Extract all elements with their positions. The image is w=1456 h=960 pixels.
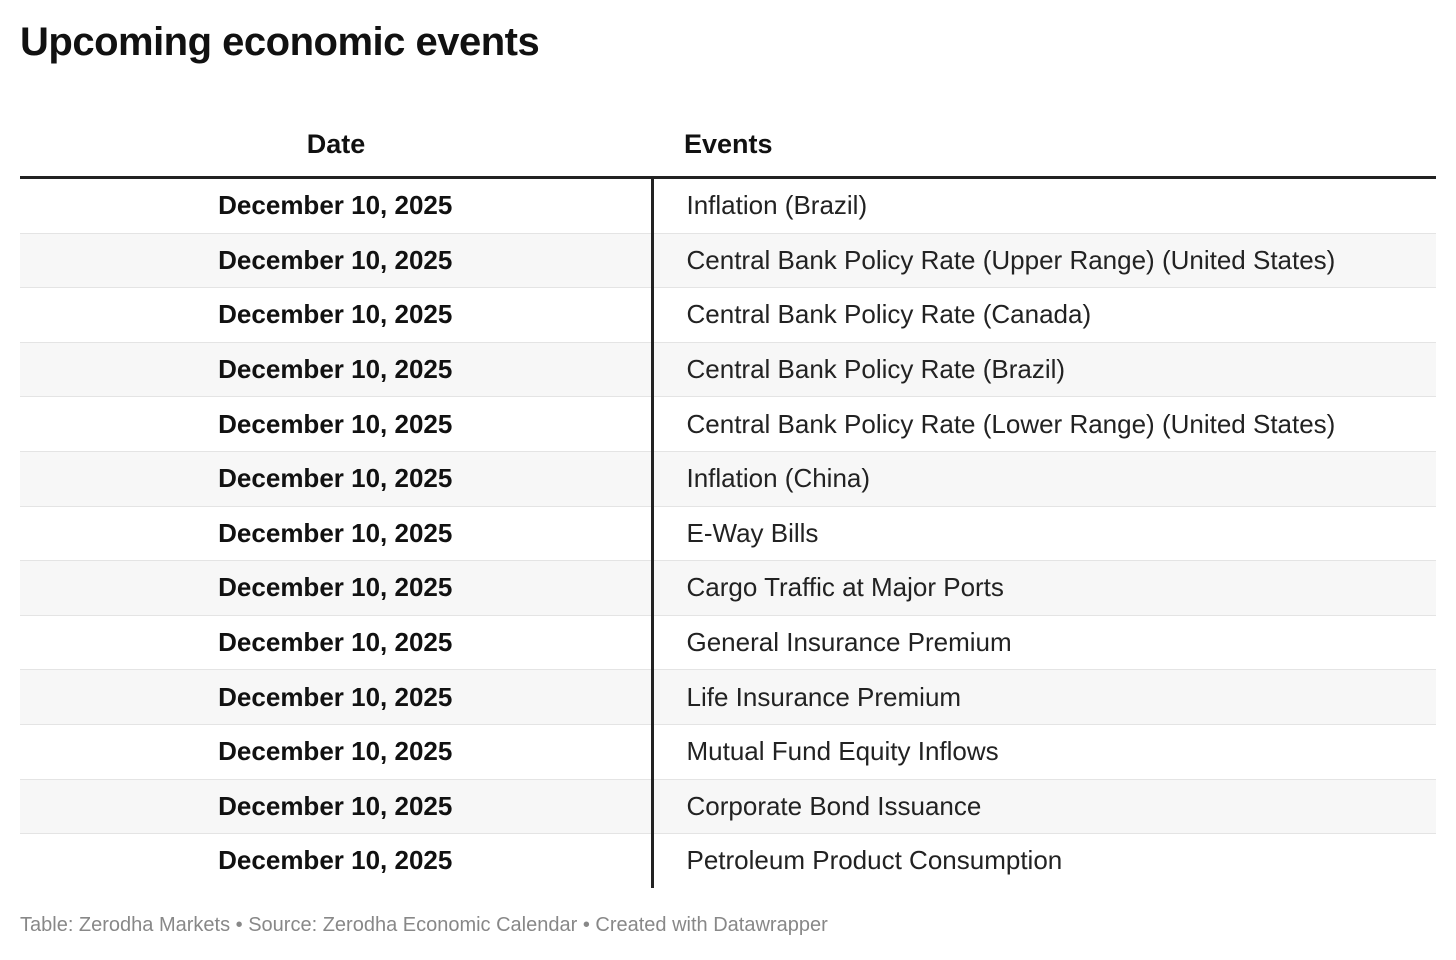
table-row: December 10, 2025 Inflation (China) <box>20 451 1436 507</box>
date-cell: December 10, 2025 <box>20 724 654 780</box>
table-row: December 10, 2025 Central Bank Policy Rat… <box>20 342 1436 398</box>
table-row: December 10, 2025 Central Bank Policy Rat… <box>20 287 1436 343</box>
page-title: Upcoming economic events <box>20 20 540 64</box>
date-cell: December 10, 2025 <box>20 669 654 725</box>
event-cell: Cargo Traffic at Major Ports <box>652 560 1436 616</box>
footer-credits: Table: Zerodha Markets • Source: Zerodha… <box>20 914 828 936</box>
table-row: December 10, 2025 E-Way Bills <box>20 506 1436 562</box>
event-cell: Life Insurance Premium <box>652 669 1436 725</box>
date-cell: December 10, 2025 <box>20 451 654 507</box>
date-cell: December 10, 2025 <box>20 177 654 234</box>
event-cell: Central Bank Policy Rate (Upper Range) (… <box>652 233 1436 289</box>
date-cell: December 10, 2025 <box>20 342 654 398</box>
date-cell: December 10, 2025 <box>20 833 654 888</box>
event-cell: Inflation (China) <box>652 451 1436 507</box>
event-cell: General Insurance Premium <box>652 615 1436 671</box>
table-row: December 10, 2025 Central Bank Policy Rat… <box>20 233 1436 289</box>
table-row: December 10, 2025 Life Insurance Premium <box>20 669 1436 725</box>
date-cell: December 10, 2025 <box>20 506 654 562</box>
table-row: December 10, 2025 General Insurance Premi… <box>20 615 1436 671</box>
event-cell: Central Bank Policy Rate (Brazil) <box>652 342 1436 398</box>
column-header-date[interactable]: Date <box>20 112 652 179</box>
date-cell: December 10, 2025 <box>20 779 654 835</box>
table-row: December 10, 2025 Cargo Traffic at Major … <box>20 560 1436 616</box>
table-row: December 10, 2025 Central Bank Policy Rat… <box>20 396 1436 452</box>
date-cell: December 10, 2025 <box>20 396 654 452</box>
table-row: December 10, 2025 Mutual Fund Equity Infl… <box>20 724 1436 780</box>
table-row: December 10, 2025 Inflation (Brazil) <box>20 177 1436 234</box>
column-header-events[interactable]: Events <box>652 112 1436 179</box>
event-cell: E-Way Bills <box>652 506 1436 562</box>
events-table: Date Events December 10, 2025 Inflation (… <box>20 112 1436 888</box>
event-cell: Inflation (Brazil) <box>652 177 1436 234</box>
event-cell: Central Bank Policy Rate (Canada) <box>652 287 1436 343</box>
date-cell: December 10, 2025 <box>20 560 654 616</box>
table-row: December 10, 2025 Petroleum Product Consu… <box>20 833 1436 888</box>
date-cell: December 10, 2025 <box>20 615 654 671</box>
table-row: December 10, 2025 Corporate Bond Issuance <box>20 779 1436 835</box>
event-cell: Central Bank Policy Rate (Lower Range) (… <box>652 396 1436 452</box>
date-cell: December 10, 2025 <box>20 287 654 343</box>
event-cell: Petroleum Product Consumption <box>686 845 1063 876</box>
event-cell: Corporate Bond Issuance <box>652 779 1436 835</box>
table-header-row: Date Events <box>20 112 1436 179</box>
date-cell: December 10, 2025 <box>20 233 654 289</box>
event-cell: Mutual Fund Equity Inflows <box>652 724 1436 780</box>
